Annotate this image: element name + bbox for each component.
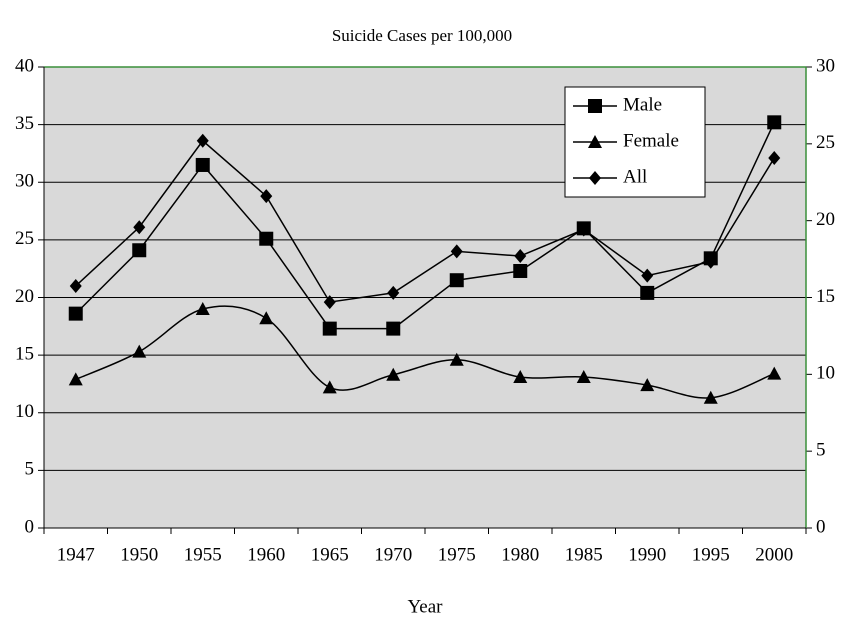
marker bbox=[449, 273, 464, 288]
marker bbox=[588, 135, 602, 148]
y2-tick-label: 25 bbox=[816, 132, 835, 153]
y-tick-label: 10 bbox=[15, 401, 34, 422]
marker bbox=[577, 222, 590, 237]
marker bbox=[703, 390, 718, 404]
marker bbox=[69, 278, 82, 293]
x-tick-label: 1950 bbox=[120, 544, 158, 565]
marker bbox=[449, 352, 464, 366]
x-tick-label: 1960 bbox=[247, 544, 285, 565]
y-tick-label: 20 bbox=[15, 286, 34, 307]
y-tick-label: 40 bbox=[15, 55, 34, 76]
marker bbox=[195, 302, 210, 316]
series-line bbox=[75, 139, 775, 303]
marker bbox=[259, 231, 274, 246]
marker bbox=[68, 306, 83, 321]
marker bbox=[588, 99, 602, 113]
marker bbox=[513, 263, 528, 278]
marker bbox=[767, 366, 782, 380]
y2-tick-label: 15 bbox=[816, 286, 835, 307]
legend-label: Male bbox=[623, 94, 662, 115]
marker bbox=[133, 220, 146, 235]
x-tick-label: 1955 bbox=[184, 544, 222, 565]
marker bbox=[386, 321, 401, 336]
y2-tick-label: 30 bbox=[816, 55, 835, 76]
marker bbox=[704, 254, 717, 269]
marker bbox=[322, 380, 337, 394]
legend-label: All bbox=[623, 166, 647, 187]
marker bbox=[260, 189, 273, 204]
marker bbox=[767, 115, 782, 130]
marker bbox=[641, 268, 654, 283]
y2-tick-label: 5 bbox=[816, 440, 826, 461]
y-tick-label: 15 bbox=[15, 343, 34, 364]
x-tick-label: 1985 bbox=[565, 544, 603, 565]
x-tick-label: 1995 bbox=[692, 544, 730, 565]
y-tick-label: 25 bbox=[15, 228, 34, 249]
y-tick-label: 5 bbox=[25, 459, 35, 480]
x-tick-label: 2000 bbox=[755, 544, 793, 565]
y2-tick-label: 0 bbox=[816, 516, 826, 537]
marker bbox=[640, 285, 655, 300]
marker bbox=[450, 244, 463, 259]
chart-title: Suicide Cases per 100,000 bbox=[332, 26, 512, 45]
x-tick-label: 1965 bbox=[311, 544, 349, 565]
marker bbox=[386, 367, 401, 381]
legend-label: Female bbox=[623, 130, 679, 151]
y2-tick-label: 20 bbox=[816, 209, 835, 230]
marker bbox=[68, 372, 83, 386]
marker bbox=[196, 133, 209, 148]
x-tick-label: 1947 bbox=[57, 544, 95, 565]
marker bbox=[322, 321, 337, 336]
marker bbox=[768, 151, 781, 166]
marker bbox=[132, 344, 147, 358]
marker bbox=[514, 249, 527, 264]
series-line bbox=[75, 122, 775, 330]
marker bbox=[576, 370, 591, 384]
marker bbox=[387, 285, 400, 300]
x-tick-label: 1990 bbox=[628, 544, 666, 565]
y-tick-label: 35 bbox=[15, 113, 34, 134]
y2-tick-label: 10 bbox=[816, 363, 835, 384]
series-line bbox=[75, 305, 775, 399]
marker bbox=[195, 157, 210, 172]
marker bbox=[640, 378, 655, 392]
x-axis-label: Year bbox=[407, 596, 443, 617]
y-tick-label: 0 bbox=[25, 516, 35, 537]
y-tick-label: 30 bbox=[15, 171, 34, 192]
marker bbox=[259, 311, 274, 325]
x-tick-label: 1970 bbox=[374, 544, 412, 565]
marker bbox=[132, 243, 147, 258]
marker bbox=[589, 171, 601, 185]
x-tick-label: 1980 bbox=[501, 544, 539, 565]
x-tick-label: 1975 bbox=[438, 544, 476, 565]
marker bbox=[323, 295, 336, 310]
marker bbox=[513, 370, 528, 384]
